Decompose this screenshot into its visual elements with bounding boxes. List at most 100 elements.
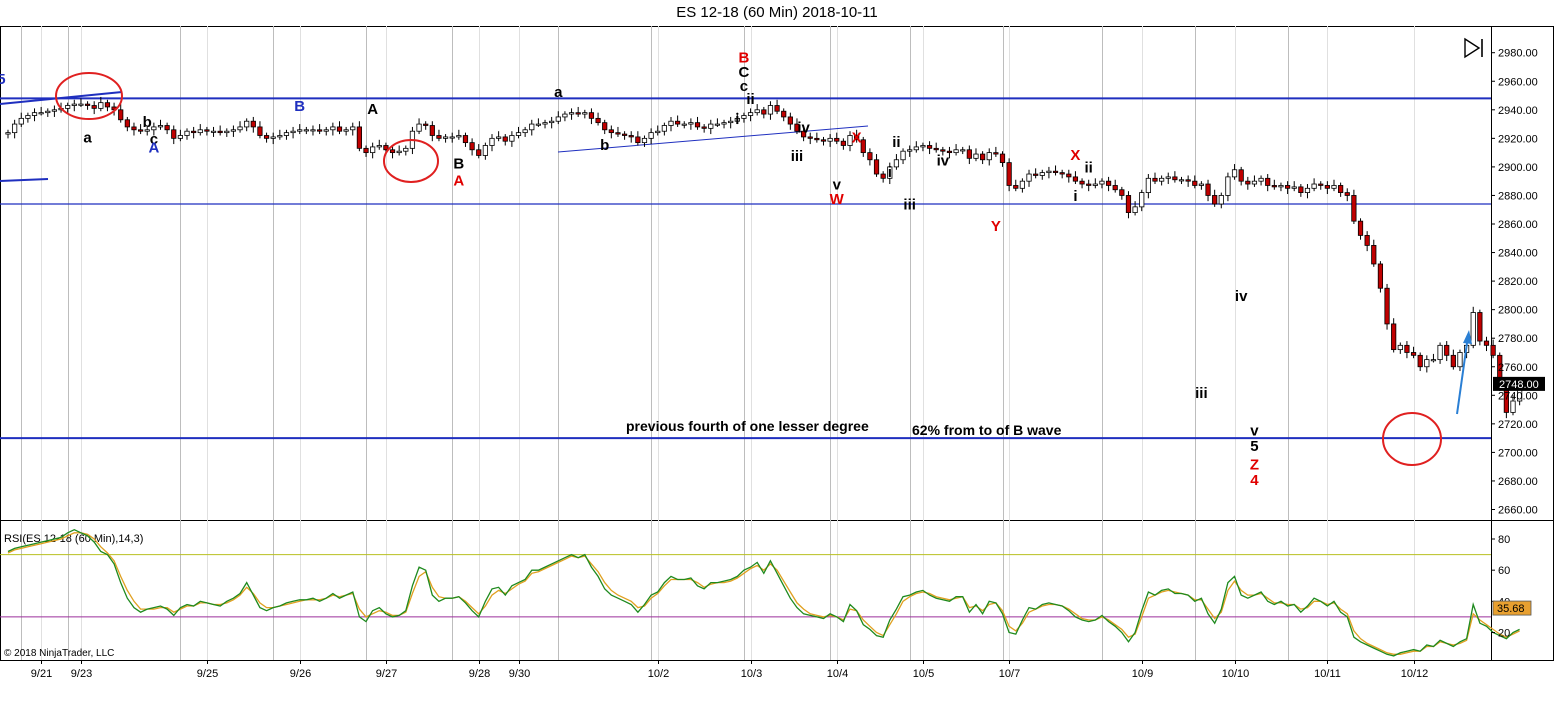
candle-body-down [191,130,197,134]
price-tick-label: 2760.00 [1498,362,1538,374]
candle [1066,169,1072,183]
candle-body-up [1470,312,1476,346]
wave-label: Y [991,218,1001,235]
wave-label: C [739,64,750,81]
candle-body-down [1377,263,1384,289]
candle [363,145,369,157]
candle [1397,342,1403,354]
candle [1099,178,1105,189]
candle [1225,172,1231,202]
candle-body-up [661,125,667,132]
candle [1278,182,1284,192]
candle [993,146,999,157]
candle-body-up [1231,169,1238,178]
candle [217,125,223,136]
candle [1119,186,1125,200]
candle [1404,341,1410,359]
candle [615,126,621,137]
rsi-tick-label: 80 [1498,534,1510,546]
candle [900,148,906,165]
time-tick-label: 10/2 [648,668,669,680]
candle-body-down [1324,185,1330,189]
candle [1178,176,1185,185]
candle-body-down [615,132,621,135]
candle [343,126,349,136]
candle [549,116,555,129]
candle-body-down [774,105,780,112]
candle [1125,191,1132,219]
time-tick-label: 9/26 [290,668,311,680]
candle-body-up [456,135,462,138]
candle [787,112,793,130]
candle [754,104,760,116]
candle-body-down [1112,185,1118,191]
wave-label: ii [1085,160,1093,177]
candle [840,138,846,150]
candle [1072,171,1079,185]
candle [873,154,880,177]
candle [177,129,183,142]
candle [1192,175,1198,189]
candle-body-down [1105,180,1112,186]
candle-body-down [1477,312,1483,342]
candle-body-up [655,130,661,134]
candle [164,122,170,135]
candle [1490,339,1496,359]
candle-body-up [1026,173,1032,182]
candle-body-down [1444,344,1450,356]
candle [595,112,601,126]
candle-body-up [237,126,243,131]
wave-label: A [453,172,464,189]
candle [694,116,701,130]
candle [403,145,409,156]
candle-body-up [5,132,11,135]
candle [370,142,376,159]
candle-body-up [893,159,900,168]
candle [1410,346,1417,359]
candle [1231,164,1238,180]
candle-body-down [1357,220,1364,236]
time-tick-label: 9/21 [31,668,52,680]
candle [621,131,628,140]
candle-body-up [1178,179,1185,182]
candle [257,121,263,139]
candle [568,108,575,120]
candle-body-down [104,102,111,108]
candle [131,122,137,136]
candle [1132,201,1138,216]
candle [688,118,694,130]
time-tick-label: 9/30 [509,668,530,680]
candle [946,146,953,159]
candle [867,148,873,166]
candle [244,118,250,132]
price-tick-label: 2980.00 [1498,48,1538,60]
candle [1046,166,1052,179]
candle-body-up [907,149,913,152]
candle-body-down [1318,183,1324,186]
candle [1006,158,1012,192]
candle-body-down [1265,177,1271,186]
candle [442,134,449,143]
candle-body-up [18,117,24,125]
candle [708,119,714,135]
candle-body-down [993,152,999,155]
candle [416,118,422,135]
candle [1105,176,1112,192]
candle [661,122,667,136]
time-tick-label: 10/7 [999,668,1020,680]
rsi-tick-label: 20 [1498,628,1510,640]
candle-body-down [1364,235,1370,246]
candle-body-up [1218,195,1224,205]
candle [1457,349,1463,372]
rsi-signal-line [7,532,1520,655]
candle-body-down [761,109,767,115]
copyright-text: © 2018 NinjaTrader, LLC [4,648,114,659]
candle-body-up [31,112,38,116]
wave-label: c [740,78,748,95]
play-forward-icon[interactable] [1462,37,1486,59]
candle-body-up [1251,180,1258,185]
candle [489,134,495,152]
candle [1185,175,1191,187]
candle-body-up [1278,185,1284,188]
candle [1510,395,1516,416]
